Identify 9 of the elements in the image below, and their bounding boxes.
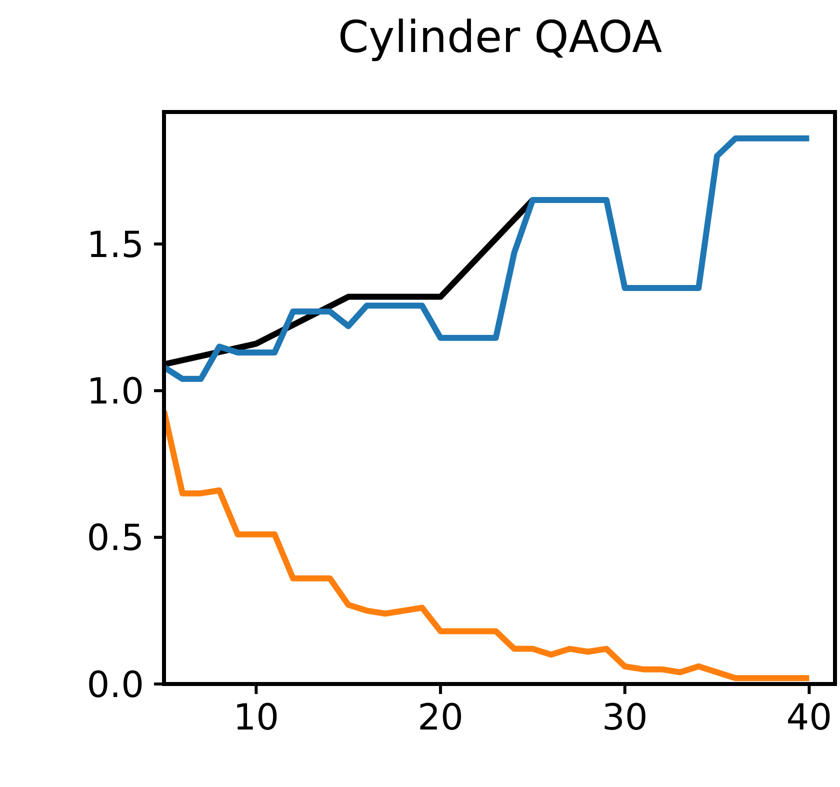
y-tick-label: 0.5	[86, 518, 144, 560]
chart-title: Cylinder QAOA	[336, 12, 664, 63]
x-tick-label: 40	[786, 698, 832, 739]
y-tick-label: 1.0	[86, 371, 144, 412]
x-tick-label: 20	[418, 698, 464, 739]
x-tick-label: 10	[233, 698, 280, 739]
x-tick-label: 30	[602, 698, 648, 739]
y-tick-label: 1.5	[86, 224, 144, 266]
y-tick-label: 0.0	[86, 664, 144, 706]
